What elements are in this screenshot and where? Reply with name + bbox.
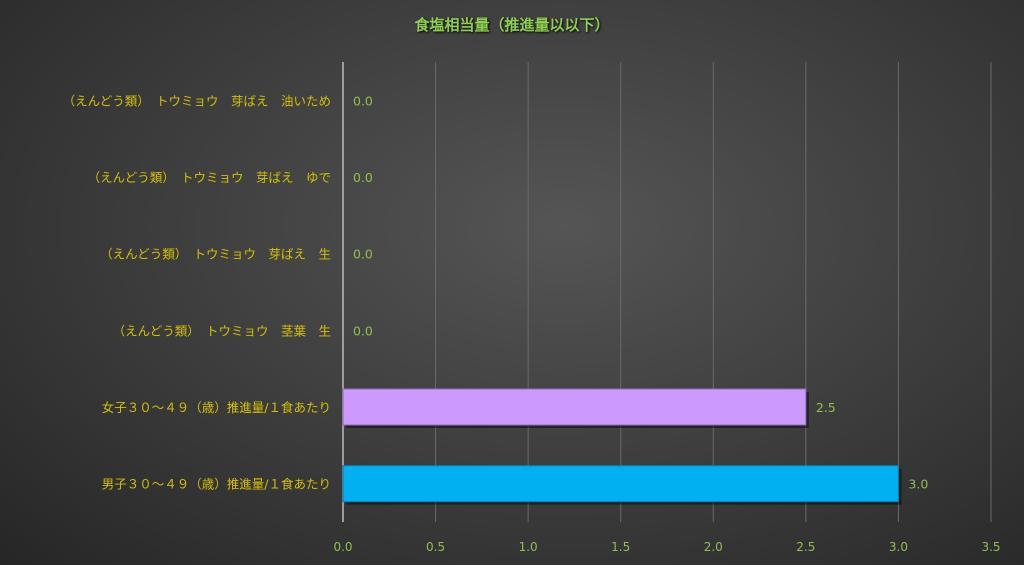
category-label: （えんどう類） トウミョウ 芽ばえ 生: [100, 247, 331, 262]
data-label: 3.0: [908, 477, 928, 492]
category-label: 男子３０～４９（歳）推進量/１食あたり: [102, 477, 331, 492]
bar: [342, 388, 807, 426]
x-tick-label: 1.0: [519, 540, 538, 554]
category-label: （えんどう類） トウミョウ 芽ばえ ゆで: [88, 170, 331, 185]
chart-title: 食塩相当量（推進量以以下）: [414, 16, 610, 34]
data-label: 2.5: [816, 400, 836, 415]
data-label: 0.0: [353, 170, 373, 185]
x-tick-label: 3.0: [889, 540, 908, 554]
x-tick-label: 1.5: [611, 540, 630, 554]
x-tick-label: 2.5: [796, 540, 815, 554]
x-tick-label: 2.0: [704, 540, 723, 554]
x-tick-label: 0.5: [426, 540, 445, 554]
x-tick-label: 0.0: [333, 540, 352, 554]
category-label: （えんどう類） トウミョウ 茎葉 生: [113, 323, 331, 338]
category-label: （えんどう類） トウミョウ 芽ばえ 油いため: [63, 93, 331, 108]
data-label: 0.0: [353, 93, 373, 108]
bar: [342, 465, 899, 503]
data-label: 0.0: [353, 247, 373, 262]
category-label: 女子３０～４９（歳）推進量/１食あたり: [102, 400, 331, 415]
data-label: 0.0: [353, 323, 373, 338]
x-tick-label: 3.5: [981, 540, 1000, 554]
